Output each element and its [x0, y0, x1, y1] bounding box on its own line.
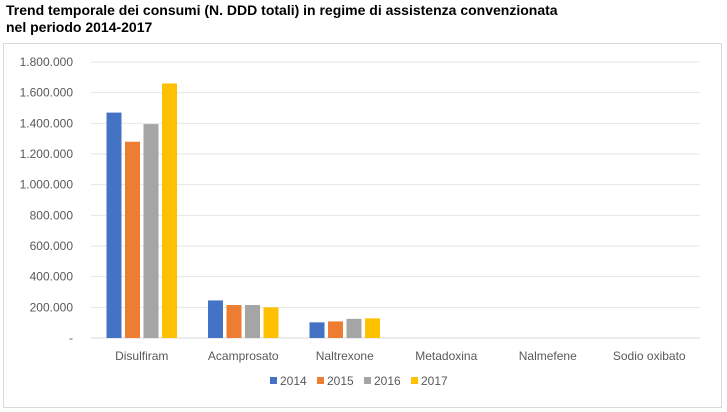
- y-tick-label: 1.000.000: [20, 178, 74, 192]
- y-tick-label: 1.200.000: [20, 147, 74, 161]
- y-tick-label: 1.400.000: [20, 116, 74, 130]
- legend-swatch-2016: [364, 377, 371, 384]
- y-tick-label: 200.000: [30, 300, 74, 314]
- chart-title-line-1: Trend temporale dei consumi (N. DDD tota…: [6, 2, 558, 18]
- y-tick-label: -: [69, 331, 73, 345]
- bar-2014: [208, 300, 223, 338]
- y-tick-label: 1.800.000: [20, 55, 74, 69]
- chart-frame: [3, 43, 722, 408]
- bar-2016: [143, 124, 159, 338]
- legend-swatch-2017: [411, 377, 418, 384]
- chart-title: Trend temporale dei consumi (N. DDD tota…: [6, 2, 558, 36]
- legend-swatch-2015: [317, 377, 324, 384]
- legend-label: 2015: [327, 374, 354, 388]
- legend: 2014 2015 2016 2017: [270, 374, 448, 388]
- x-category-label: Sodio oxibato: [613, 349, 686, 363]
- bar-2017: [365, 318, 380, 338]
- y-axis-ticks: - 200.000 400.000 600.000 800.000 1.000.000 1.…: [20, 55, 74, 345]
- x-category-label: Acamprosato: [208, 349, 279, 363]
- x-category-label: Disulfiram: [115, 349, 168, 363]
- bar-2014: [309, 322, 325, 338]
- x-axis-categories: Disulfiram Acamprosato Naltrexone Metadoxin…: [115, 349, 686, 363]
- y-tick-label: 600.000: [30, 239, 74, 253]
- bar-2015: [328, 321, 343, 338]
- bar-2017: [162, 83, 177, 338]
- y-tick-label: 800.000: [30, 208, 74, 222]
- bar-2017: [263, 307, 279, 338]
- bar-2016: [346, 318, 362, 338]
- y-tick-label: 400.000: [30, 270, 74, 284]
- chart-title-line-2: nel periodo 2014-2017: [6, 19, 153, 35]
- x-category-label: Nalmefene: [519, 349, 577, 363]
- bar-2016: [245, 305, 260, 338]
- legend-label: 2014: [280, 374, 307, 388]
- bar-2015: [226, 305, 242, 338]
- bar-2014: [106, 112, 122, 338]
- bars: [106, 83, 380, 338]
- x-category-label: Metadoxina: [415, 349, 477, 363]
- x-category-label: Naltrexone: [316, 349, 374, 363]
- legend-label: 2017: [421, 374, 448, 388]
- legend-label: 2016: [374, 374, 401, 388]
- bar-2015: [125, 141, 140, 338]
- y-tick-label: 1.600.000: [20, 86, 74, 100]
- gridlines: [91, 61, 700, 339]
- legend-swatch-2014: [270, 377, 277, 384]
